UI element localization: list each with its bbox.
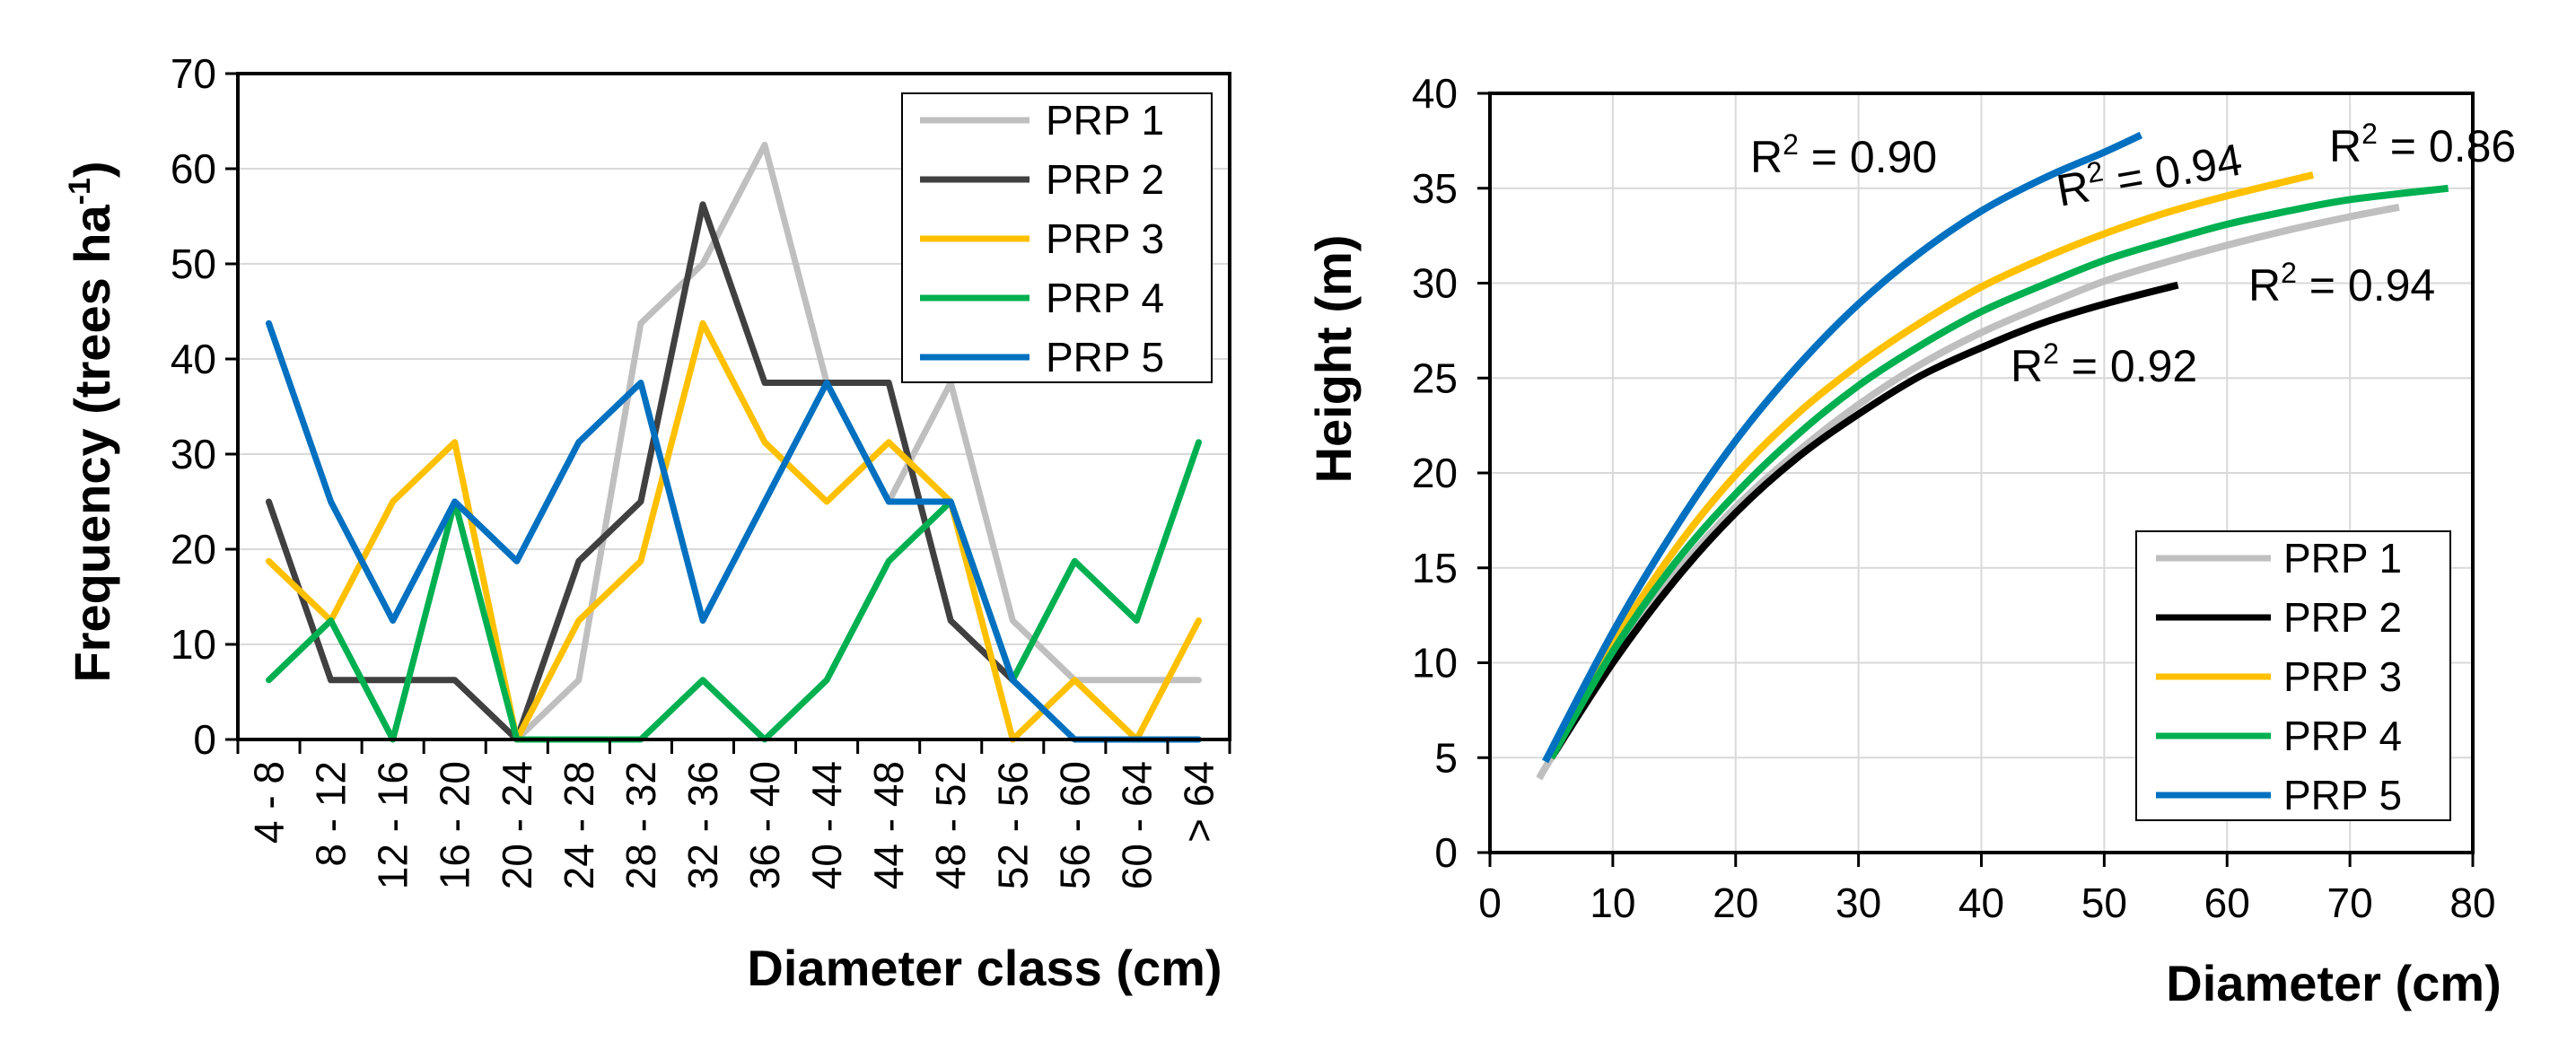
right-legend-label: PRP 2 bbox=[2283, 594, 2402, 641]
right-y-ticks: 0 5 10 15 20 25 30 35 40 bbox=[1412, 70, 1490, 876]
left-x-tick-label: 24 - 28 bbox=[556, 761, 602, 889]
left-y-tick-label: 10 bbox=[171, 621, 216, 668]
left-x-axis-title: Diameter class (cm) bbox=[747, 940, 1222, 996]
r2-label-prefix: R bbox=[1750, 132, 1783, 182]
left-x-tick-label: 20 - 24 bbox=[494, 761, 540, 889]
left-y-axis-title-sup: -1 bbox=[63, 178, 97, 205]
right-legend: PRP 1 PRP 2 PRP 3 PRP 4 PRP 5 bbox=[2135, 530, 2451, 821]
right-y-tick-label: 40 bbox=[1412, 70, 1458, 117]
r2-label-value: = 0.86 bbox=[2378, 121, 2516, 171]
r2-label-prefix: R bbox=[2011, 341, 2043, 391]
left-x-tick-label: 56 - 60 bbox=[1051, 761, 1098, 889]
r2-label: R2 = 0.94 bbox=[2052, 131, 2245, 216]
left-y-axis-title-main: Frequency (trees ha bbox=[64, 205, 120, 683]
left-x-tick-label: 12 - 16 bbox=[370, 761, 416, 889]
left-x-tick-label: 48 - 52 bbox=[927, 761, 974, 889]
r2-label-sup: 2 bbox=[2043, 337, 2059, 370]
left-series-line-prp-4 bbox=[266, 439, 1202, 743]
right-legend-label: PRP 5 bbox=[2283, 772, 2402, 818]
right-y-tick-label: 10 bbox=[1412, 640, 1458, 687]
left-legend-label: PRP 2 bbox=[1046, 156, 1164, 203]
left-y-axis-title: Frequency (trees ha-1) bbox=[63, 161, 120, 682]
left-x-tick-label: 8 - 12 bbox=[308, 761, 355, 867]
r2-label: R2 = 0.94 bbox=[2248, 257, 2435, 311]
right-x-axis-title: Diameter (cm) bbox=[2166, 955, 2501, 1011]
left-y-ticks: 0 10 20 30 40 50 60 70 bbox=[171, 50, 238, 763]
right-y-tick-label: 30 bbox=[1412, 260, 1458, 307]
right-x-tick-label: 10 bbox=[1590, 879, 1635, 926]
left-x-tick-label: 44 - 48 bbox=[865, 761, 912, 889]
r2-label-sup: 2 bbox=[2084, 154, 2106, 189]
height-diameter-chart: 0 5 10 15 20 25 30 35 40 0 10 20 30 40 50 60 70 80 Diame… bbox=[1305, 70, 2516, 1011]
r2-label-sup: 2 bbox=[2361, 118, 2378, 150]
right-x-tick-label: 0 bbox=[1478, 879, 1502, 926]
left-legend-label: PRP 3 bbox=[1046, 215, 1164, 262]
right-series-line-prp-2 bbox=[1548, 281, 2179, 760]
left-gridlines bbox=[238, 73, 1230, 740]
left-x-tick-label: 36 - 40 bbox=[741, 761, 788, 889]
left-y-tick-label: 20 bbox=[171, 526, 216, 573]
left-legend-label: PRP 4 bbox=[1046, 275, 1164, 321]
left-x-tick-label: 32 - 36 bbox=[679, 761, 726, 889]
left-series-line-prp-5 bbox=[266, 319, 1202, 743]
left-y-tick-label: 30 bbox=[171, 431, 216, 477]
left-x-tick-label: > 64 bbox=[1175, 761, 1222, 843]
right-series-lines bbox=[1536, 131, 2449, 781]
right-y-tick-label: 15 bbox=[1412, 545, 1458, 591]
right-legend-label: PRP 1 bbox=[2283, 535, 2402, 582]
left-y-axis-title-end: ) bbox=[64, 161, 120, 178]
left-x-tick-label: 4 - 8 bbox=[246, 761, 293, 844]
r2-label: R2 = 0.90 bbox=[1750, 128, 1937, 182]
left-x-tick-label: 40 - 44 bbox=[803, 761, 850, 889]
r2-label-sup: 2 bbox=[1783, 128, 1799, 161]
right-legend-label: PRP 3 bbox=[2283, 653, 2402, 700]
right-y-tick-label: 0 bbox=[1434, 829, 1458, 876]
right-x-tick-label: 70 bbox=[2327, 879, 2373, 926]
left-x-tick-label: 16 - 20 bbox=[432, 761, 478, 889]
r2-label-value: = 0.92 bbox=[2059, 341, 2197, 391]
right-series-line-prp-3 bbox=[1547, 171, 2315, 760]
r2-label-prefix: R bbox=[2248, 260, 2281, 311]
right-series-line-prp-5 bbox=[1542, 131, 2143, 764]
left-y-tick-label: 70 bbox=[171, 50, 216, 97]
right-x-ticks: 0 10 20 30 40 50 60 70 80 bbox=[1478, 853, 2496, 926]
right-x-tick-label: 40 bbox=[1958, 879, 2004, 926]
right-y-tick-label: 5 bbox=[1434, 734, 1458, 781]
r2-label: R2 = 0.86 bbox=[2329, 118, 2516, 171]
left-y-tick-label: 60 bbox=[171, 145, 216, 192]
r2-label-prefix: R bbox=[2329, 121, 2361, 171]
right-y-tick-label: 35 bbox=[1412, 165, 1458, 212]
right-x-tick-label: 20 bbox=[1713, 879, 1758, 926]
right-x-tick-label: 80 bbox=[2449, 879, 2495, 926]
left-y-tick-label: 40 bbox=[171, 336, 216, 382]
right-x-tick-label: 60 bbox=[2204, 879, 2250, 926]
left-x-tick-label: 28 - 32 bbox=[618, 761, 664, 889]
left-y-tick-label: 50 bbox=[171, 241, 216, 287]
right-y-axis-title: Height (m) bbox=[1305, 235, 1362, 484]
left-y-tick-label: 0 bbox=[193, 716, 216, 763]
r2-label: R2 = 0.92 bbox=[2011, 337, 2197, 391]
left-legend: PRP 1 PRP 2 PRP 3 PRP 4 PRP 5 bbox=[901, 92, 1213, 383]
r2-label-value: = 0.90 bbox=[1799, 132, 1937, 182]
right-x-tick-label: 50 bbox=[2081, 879, 2127, 926]
left-legend-label: PRP 1 bbox=[1046, 97, 1164, 144]
left-legend-label: PRP 5 bbox=[1046, 334, 1164, 381]
right-x-tick-label: 30 bbox=[1836, 879, 1881, 926]
left-x-tick-label: 60 - 64 bbox=[1113, 761, 1160, 889]
left-x-tick-label: 52 - 56 bbox=[989, 761, 1036, 889]
right-legend-label: PRP 4 bbox=[2283, 713, 2402, 759]
frequency-chart: 0 10 20 30 40 50 60 70 4 - 8 8 - 12 12 - 16 16 - 2… bbox=[63, 50, 1231, 996]
left-x-ticks: 4 - 8 8 - 12 12 - 16 16 - 20 20 - 24 24 - 28 2… bbox=[236, 739, 1231, 889]
right-y-tick-label: 20 bbox=[1412, 450, 1458, 496]
r2-label-sup: 2 bbox=[2281, 257, 2297, 289]
left-series-line-prp-2 bbox=[266, 201, 1016, 743]
right-series-line-prp-4 bbox=[1547, 184, 2449, 760]
right-y-tick-label: 25 bbox=[1412, 354, 1458, 401]
r2-label-value: = 0.94 bbox=[2297, 260, 2435, 311]
left-series-lines bbox=[266, 142, 1202, 743]
